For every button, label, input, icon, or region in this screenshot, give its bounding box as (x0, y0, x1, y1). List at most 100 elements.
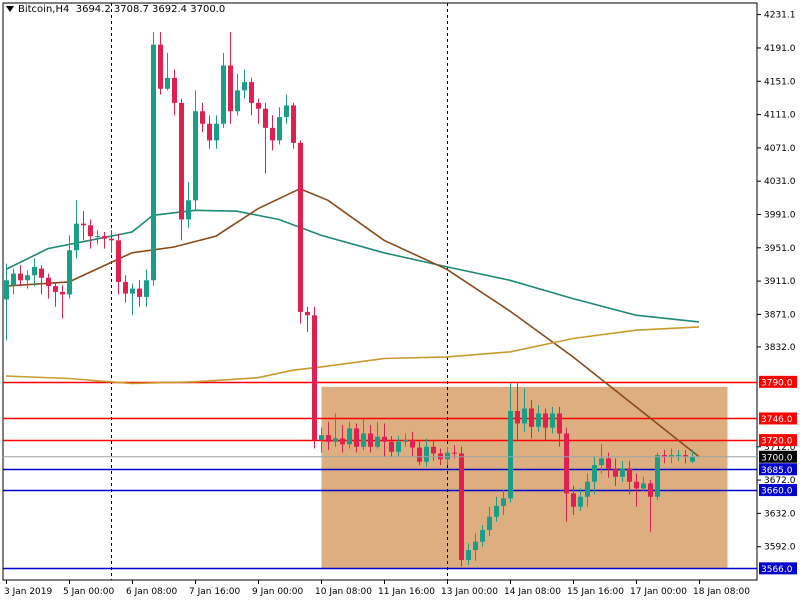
candle-body[interactable] (529, 408, 534, 427)
candle-body[interactable] (39, 268, 44, 278)
candle-body[interactable] (396, 441, 401, 452)
candle-body[interactable] (67, 250, 72, 295)
candle-body[interactable] (221, 65, 226, 124)
candle-body[interactable] (116, 240, 121, 282)
candle-body[interactable] (599, 458, 604, 466)
dropdown-arrow-icon[interactable] (6, 6, 14, 12)
candle-body[interactable] (4, 280, 9, 300)
candle-body[interactable] (32, 266, 37, 276)
candle-body[interactable] (200, 111, 205, 124)
candle-body[interactable] (172, 77, 177, 103)
candle-body[interactable] (466, 550, 471, 561)
candle-body[interactable] (263, 108, 268, 128)
candle-body[interactable] (417, 447, 422, 462)
candle-body[interactable] (207, 123, 212, 141)
candle-body[interactable] (347, 428, 352, 445)
candle-body[interactable] (361, 433, 366, 447)
candle-body[interactable] (95, 236, 100, 238)
candle-body[interactable] (571, 493, 576, 507)
candle-body[interactable] (557, 413, 562, 434)
candle-body[interactable] (452, 452, 457, 454)
candle-body[interactable] (284, 105, 289, 118)
candle-body[interactable] (585, 481, 590, 497)
candle-body[interactable] (536, 413, 541, 427)
candle-body[interactable] (333, 438, 338, 442)
candle-body[interactable] (515, 410, 520, 424)
candle-body[interactable] (88, 225, 93, 237)
candle-body[interactable] (564, 433, 569, 494)
candle-body[interactable] (578, 496, 583, 507)
candle-body[interactable] (151, 44, 156, 281)
candle-body[interactable] (634, 481, 639, 489)
candle-body[interactable] (382, 436, 387, 442)
candle-body[interactable] (410, 440, 415, 448)
candle-body[interactable] (137, 288, 142, 297)
candle-body[interactable] (501, 498, 506, 506)
candle-body[interactable] (690, 456, 695, 462)
candle-body[interactable] (235, 90, 240, 112)
candle-body[interactable] (242, 82, 247, 91)
candle-body[interactable] (74, 223, 79, 251)
candle-body[interactable] (368, 433, 373, 447)
candle-body[interactable] (165, 77, 170, 89)
candle-body[interactable] (60, 291, 65, 295)
candle-body[interactable] (522, 408, 527, 424)
candle-body[interactable] (312, 315, 317, 441)
candle-body[interactable] (305, 311, 310, 316)
candle-body[interactable] (445, 452, 450, 460)
candle-body[interactable] (102, 236, 107, 239)
candle-body[interactable] (46, 277, 51, 287)
candle-body[interactable] (606, 458, 611, 469)
candle-body[interactable] (494, 505, 499, 517)
candle-body[interactable] (550, 413, 555, 428)
candle-body[interactable] (228, 65, 233, 112)
candle-body[interactable] (193, 111, 198, 201)
candle-body[interactable] (543, 413, 548, 428)
candle-body[interactable] (249, 82, 254, 103)
candle-body[interactable] (186, 200, 191, 220)
candle-body[interactable] (655, 455, 660, 497)
candle-body[interactable] (620, 468, 625, 477)
candle-body[interactable] (676, 455, 681, 457)
candle-body[interactable] (375, 436, 380, 447)
candle-body[interactable] (158, 44, 163, 89)
candle-body[interactable] (298, 142, 303, 312)
candle-body[interactable] (11, 273, 16, 286)
candle-body[interactable] (319, 435, 324, 441)
candle-body[interactable] (480, 530, 485, 542)
candle-body[interactable] (662, 455, 667, 457)
candle-body[interactable] (592, 465, 597, 482)
candle-body[interactable] (508, 410, 513, 499)
candle-body[interactable] (81, 223, 86, 226)
candle-body[interactable] (214, 123, 219, 141)
candle-body[interactable] (109, 238, 114, 241)
candle-body[interactable] (389, 441, 394, 452)
candle-body[interactable] (431, 446, 436, 454)
candle-body[interactable] (627, 468, 632, 482)
candle-body[interactable] (403, 440, 408, 442)
candle-body[interactable] (130, 288, 135, 294)
candle-body[interactable] (291, 105, 296, 143)
candle-body[interactable] (179, 102, 184, 220)
candle-body[interactable] (683, 455, 688, 457)
candle-body[interactable] (277, 117, 282, 141)
candle-body[interactable] (424, 446, 429, 462)
candle-body[interactable] (123, 281, 128, 294)
candle-body[interactable] (354, 428, 359, 447)
candle-body[interactable] (340, 438, 345, 445)
candle-body[interactable] (256, 102, 261, 109)
candle-body[interactable] (144, 280, 149, 297)
candle-body[interactable] (326, 435, 331, 442)
candle-body[interactable] (487, 516, 492, 531)
candle-body[interactable] (613, 468, 618, 477)
candle-body[interactable] (270, 127, 275, 141)
candle-body[interactable] (25, 275, 30, 281)
candle-body[interactable] (473, 541, 478, 551)
candle-body[interactable] (53, 286, 58, 292)
candle-body[interactable] (18, 273, 23, 281)
candle-body[interactable] (459, 453, 464, 561)
candle-body[interactable] (641, 483, 646, 489)
candle-body[interactable] (669, 455, 674, 457)
